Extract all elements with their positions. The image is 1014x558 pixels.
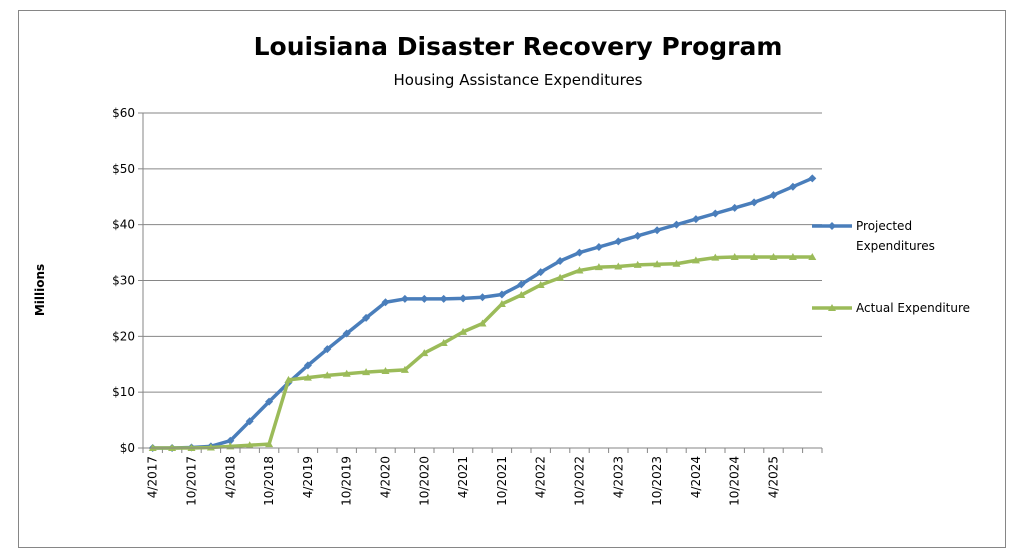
point (265, 440, 274, 448)
point (342, 369, 351, 377)
point (265, 397, 274, 406)
y-tick-label: $0 (120, 441, 135, 455)
point (653, 226, 662, 235)
chart-title: Louisiana Disaster Recovery Program (254, 32, 783, 61)
point (808, 174, 817, 183)
point (788, 182, 797, 191)
point (691, 256, 700, 264)
point (828, 304, 836, 311)
point (400, 294, 409, 303)
legend-label: Actual Expenditure (856, 301, 970, 315)
x-tick-label: 4/2019 (301, 456, 315, 498)
point (808, 253, 817, 261)
point (556, 273, 565, 281)
point (439, 339, 448, 347)
legend-label: Projected Expenditures (856, 219, 935, 253)
y-tick-label: $20 (112, 329, 135, 343)
chart-subtitle: Housing Assistance Expenditures (393, 71, 642, 89)
point (536, 268, 545, 277)
x-tick-label: 4/2024 (689, 456, 703, 498)
point (497, 290, 506, 299)
point (556, 256, 565, 265)
point (517, 291, 526, 299)
point (653, 260, 662, 268)
point (594, 263, 603, 271)
x-tick-label: 4/2017 (146, 456, 160, 498)
point (730, 253, 739, 261)
x-tick-label: 4/2020 (379, 456, 393, 498)
x-tick-label: 10/2017 (185, 456, 199, 506)
point (303, 373, 312, 381)
point (439, 294, 448, 303)
x-tick-label: 4/2018 (223, 456, 237, 498)
point (342, 329, 351, 338)
point (517, 280, 526, 289)
point (323, 345, 332, 354)
point (245, 417, 254, 426)
point (828, 222, 836, 230)
y-tick-label: $10 (112, 385, 135, 399)
point (633, 231, 642, 240)
point (362, 368, 371, 376)
point (769, 191, 778, 200)
point (594, 243, 603, 251)
point (633, 260, 642, 268)
point (459, 294, 468, 303)
x-tick-label: 10/2021 (495, 456, 509, 506)
x-tick-label: 4/2021 (456, 456, 470, 498)
point (362, 313, 371, 322)
y-axis-title: Millions (33, 264, 47, 316)
x-tick-label: 4/2023 (611, 456, 625, 498)
point (614, 262, 623, 270)
point (769, 253, 778, 261)
point (614, 237, 623, 246)
point (303, 361, 312, 370)
point (497, 299, 506, 307)
x-tick-label: 10/2022 (573, 456, 587, 506)
point (420, 349, 429, 357)
point (478, 319, 487, 327)
point (672, 259, 681, 267)
x-tick-label: 10/2019 (340, 456, 354, 506)
point (381, 298, 390, 307)
point (750, 253, 759, 261)
point (400, 365, 409, 373)
point (226, 436, 235, 445)
point (575, 266, 584, 274)
point (575, 248, 584, 257)
x-tick-label: 4/2025 (767, 456, 781, 498)
y-tick-label: $40 (112, 218, 135, 232)
x-tick-label: 10/2023 (650, 456, 664, 506)
point (206, 443, 215, 451)
x-tick-label: 10/2018 (262, 456, 276, 506)
point (381, 366, 390, 374)
point (730, 203, 739, 212)
point (284, 375, 293, 383)
point (245, 441, 254, 449)
y-tick-label: $30 (112, 274, 135, 288)
point (420, 294, 429, 303)
point (536, 280, 545, 288)
point (672, 220, 681, 229)
x-tick-label: 10/2020 (417, 456, 431, 506)
point (711, 253, 720, 261)
point (323, 371, 332, 379)
y-tick-label: $60 (112, 106, 135, 120)
point (691, 215, 700, 224)
point (478, 293, 487, 302)
point (711, 209, 720, 218)
y-tick-label: $50 (112, 162, 135, 176)
chart-frame (18, 10, 1006, 548)
x-tick-label: 10/2024 (728, 456, 742, 506)
point (459, 327, 468, 335)
point (788, 253, 797, 261)
point (750, 198, 759, 207)
x-tick-label: 4/2022 (534, 456, 548, 498)
